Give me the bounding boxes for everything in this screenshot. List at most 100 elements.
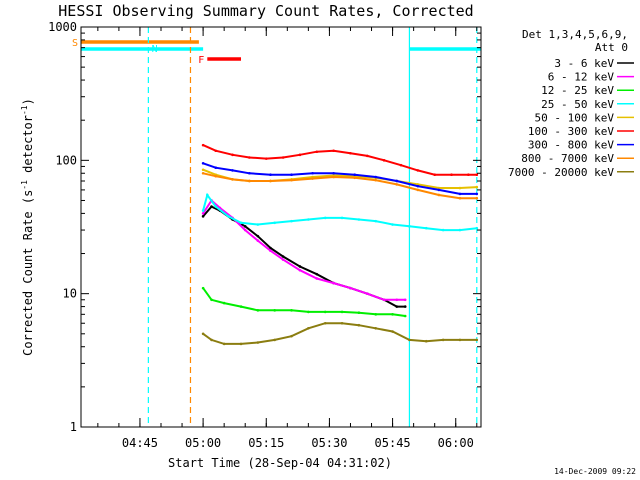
data-point: [210, 298, 213, 302]
series-line: [202, 172, 477, 200]
data-point: [222, 342, 226, 346]
legend-entry-label: 100 - 300 keV: [528, 125, 614, 138]
x-tick-label: 06:00: [438, 436, 474, 450]
data-point: [349, 151, 352, 155]
data-point: [475, 173, 479, 177]
data-point: [475, 226, 479, 230]
data-point: [357, 323, 361, 327]
data-point: [243, 225, 247, 228]
data-point: [281, 255, 285, 258]
data-point: [201, 215, 205, 218]
data-point: [290, 173, 293, 177]
data-point: [239, 221, 243, 225]
x-axis-label: Start Time (28-Sep-04 04:31:02): [168, 456, 392, 470]
data-point: [269, 246, 272, 250]
data-point: [475, 196, 479, 200]
data-point: [201, 212, 205, 215]
data-point: [201, 209, 205, 212]
data-point: [231, 169, 234, 172]
data-point: [201, 168, 205, 172]
data-point: [349, 286, 352, 290]
y-tick-label: 10: [63, 287, 77, 301]
data-point: [273, 338, 276, 342]
data-point: [340, 216, 344, 220]
observing-flags: S N F: [72, 38, 481, 66]
footer-timestamp: 14-Dec-2009 09:22: [554, 467, 636, 476]
data-point: [281, 156, 285, 159]
data-point: [239, 305, 243, 308]
data-point: [210, 338, 213, 342]
data-point: [273, 221, 276, 225]
data-point: [408, 338, 411, 342]
data-point: [424, 226, 428, 230]
series-line: [202, 162, 477, 195]
data-point: [403, 305, 407, 308]
plot-frame: [80, 26, 482, 428]
data-point: [315, 150, 319, 154]
data-point: [214, 149, 218, 153]
data-point: [475, 185, 479, 189]
data-point: [353, 176, 356, 180]
data-point: [256, 341, 260, 344]
x-tick-label: 05:45: [375, 436, 411, 450]
legend-entry-label: 12 - 25 keV: [541, 84, 614, 97]
data-point: [201, 143, 205, 147]
series-line: [202, 144, 477, 176]
y-label-part-2: detector: [21, 115, 35, 180]
data-point: [437, 193, 441, 197]
data-point: [214, 166, 218, 170]
data-point: [290, 309, 293, 312]
legend-entry-label: 3 - 6 keV: [554, 57, 614, 70]
data-point: [201, 162, 205, 165]
data-point: [366, 154, 369, 158]
data-point: [357, 218, 361, 221]
data-point: [458, 192, 462, 196]
data-point: [269, 249, 272, 253]
data-point: [210, 205, 213, 208]
data-point: [311, 177, 314, 180]
y-label-part-1: Corrected Count Rate (s: [21, 190, 35, 356]
data-point: [231, 178, 234, 181]
data-point: [214, 205, 218, 208]
data-point: [408, 225, 411, 228]
data-point: [395, 305, 399, 308]
data-point: [458, 186, 462, 190]
y-tick-label: 1000: [48, 20, 77, 34]
data-point: [332, 175, 335, 179]
data-point: [391, 223, 394, 226]
legend-entry-label: 800 - 7000 keV: [521, 152, 614, 165]
data-point: [248, 171, 251, 175]
data-point: [307, 218, 310, 221]
data-point: [332, 281, 335, 285]
data-point: [424, 339, 428, 343]
legend-entry-label: 6 - 12 keV: [548, 71, 615, 84]
data-point: [441, 338, 445, 342]
data-point: [269, 173, 272, 177]
flag-label: F: [198, 55, 204, 66]
data-point: [340, 321, 344, 325]
data-point: [374, 313, 378, 316]
data-point: [281, 258, 285, 261]
data-point: [290, 178, 293, 182]
y-label-sup-1: -1: [20, 180, 29, 190]
data-point: [298, 265, 302, 268]
y-axis-ticks: 1 10 100 1000: [48, 20, 481, 434]
data-point: [458, 338, 462, 342]
legend-entry-label: 50 - 100 keV: [535, 111, 615, 124]
x-tick-label: 05:15: [248, 436, 284, 450]
data-point: [248, 156, 251, 159]
chart-title: HESSI Observing Summary Count Rates, Cor…: [58, 2, 473, 20]
data-point: [395, 179, 399, 183]
series-group: [201, 143, 479, 346]
flag-label: S: [72, 38, 78, 49]
legend-entry-label: 7000 - 20000 keV: [508, 166, 614, 179]
data-point: [315, 277, 319, 280]
data-point: [222, 301, 226, 305]
time-markers: [147, 27, 478, 427]
data-point: [475, 338, 479, 342]
data-point: [256, 234, 260, 238]
data-point: [475, 192, 479, 196]
data-point: [395, 298, 399, 302]
data-point: [298, 268, 302, 272]
data-point: [416, 188, 420, 192]
